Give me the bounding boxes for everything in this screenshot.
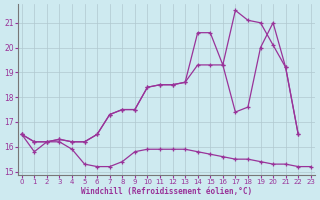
X-axis label: Windchill (Refroidissement éolien,°C): Windchill (Refroidissement éolien,°C) bbox=[81, 187, 252, 196]
